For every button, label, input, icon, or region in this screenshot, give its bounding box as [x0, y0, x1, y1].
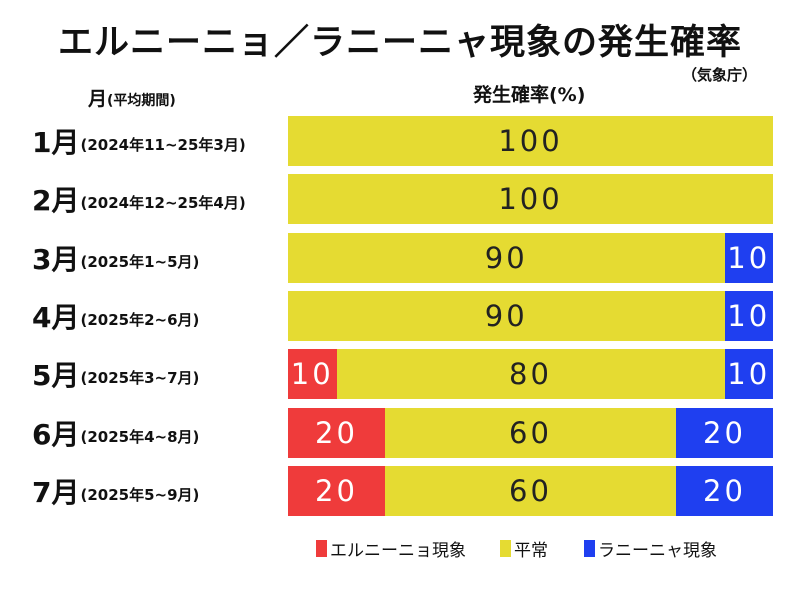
bar-row-1: 100 — [288, 116, 773, 166]
chart-legend: エルニーニョ現象 平常 ラニーニャ現象 — [316, 536, 717, 561]
bar-segment-lanina-4: 10 — [724, 291, 773, 341]
bar-row-6: 20 60 20 — [288, 408, 773, 458]
bar-segment-lanina-5: 10 — [724, 349, 773, 399]
row-month-4: 4月 — [32, 301, 80, 334]
bar-row-2: 100 — [288, 174, 773, 224]
row-label-1: 1月 (2024年11~25年3月) — [32, 116, 246, 166]
row-label-6: 6月 (2025年4~8月) — [32, 408, 199, 458]
source-label: （気象庁） — [682, 66, 758, 84]
row-month-2: 2月 — [32, 184, 80, 217]
bar-segment-normal-3: 90 — [288, 233, 725, 283]
probability-column-header: 発生確率(%) — [473, 84, 586, 106]
row-period-6: (2025年4~8月) — [80, 427, 200, 446]
bar-segment-lanina-6: 20 — [676, 408, 773, 458]
row-label-2: 2月 (2024年12~25年4月) — [32, 174, 246, 224]
bar-segment-normal-2: 100 — [288, 174, 773, 224]
period-column-header: 月(平均期間) — [88, 84, 176, 111]
row-month-3: 3月 — [32, 243, 80, 276]
legend-swatch-normal — [500, 540, 511, 557]
row-label-4: 4月 (2025年2~6月) — [32, 291, 199, 341]
row-month-6: 6月 — [32, 418, 80, 451]
bar-segment-normal-6: 60 — [385, 408, 676, 458]
row-month-5: 5月 — [32, 359, 80, 392]
legend-swatch-elnino — [316, 540, 327, 557]
bar-row-3: 90 10 — [288, 233, 773, 283]
row-period-4: (2025年2~6月) — [80, 310, 200, 329]
row-period-1: (2024年11~25年3月) — [80, 135, 246, 154]
bar-segment-lanina-7: 20 — [676, 466, 773, 516]
bar-segment-normal-7: 60 — [385, 466, 676, 516]
bar-segment-normal-5: 80 — [336, 349, 725, 399]
row-period-2: (2024年12~25年4月) — [80, 193, 246, 212]
period-header-sub: (平均期間) — [107, 93, 176, 109]
legend-item-normal: 平常 — [500, 536, 548, 561]
row-month-1: 1月 — [32, 126, 80, 159]
row-period-7: (2025年5~9月) — [80, 485, 200, 504]
period-header-main: 月 — [88, 88, 108, 110]
bar-row-4: 90 10 — [288, 291, 773, 341]
legend-swatch-lanina — [584, 540, 595, 557]
row-label-7: 7月 (2025年5~9月) — [32, 466, 199, 516]
legend-label-normal: 平常 — [514, 541, 548, 561]
bar-segment-elnino-7: 20 — [288, 466, 385, 516]
bar-row-7: 20 60 20 — [288, 466, 773, 516]
legend-label-elnino: エルニーニョ現象 — [330, 541, 466, 561]
row-label-3: 3月 (2025年1~5月) — [32, 233, 199, 283]
row-period-3: (2025年1~5月) — [80, 252, 200, 271]
legend-item-elnino: エルニーニョ現象 — [316, 536, 466, 561]
bar-segment-normal-1: 100 — [288, 116, 773, 166]
legend-item-lanina: ラニーニャ現象 — [584, 536, 717, 561]
legend-label-lanina: ラニーニャ現象 — [598, 541, 717, 561]
chart-title: エルニーニョ／ラニーニャ現象の発生確率 — [57, 23, 742, 63]
row-label-5: 5月 (2025年3~7月) — [32, 349, 199, 399]
bar-segment-elnino-5: 10 — [288, 349, 337, 399]
bar-segment-normal-4: 90 — [288, 291, 725, 341]
bar-segment-elnino-6: 20 — [288, 408, 385, 458]
bar-segment-lanina-3: 10 — [724, 233, 773, 283]
row-month-7: 7月 — [32, 476, 80, 509]
row-period-5: (2025年3~7月) — [80, 368, 200, 387]
bar-row-5: 10 80 10 — [288, 349, 773, 399]
